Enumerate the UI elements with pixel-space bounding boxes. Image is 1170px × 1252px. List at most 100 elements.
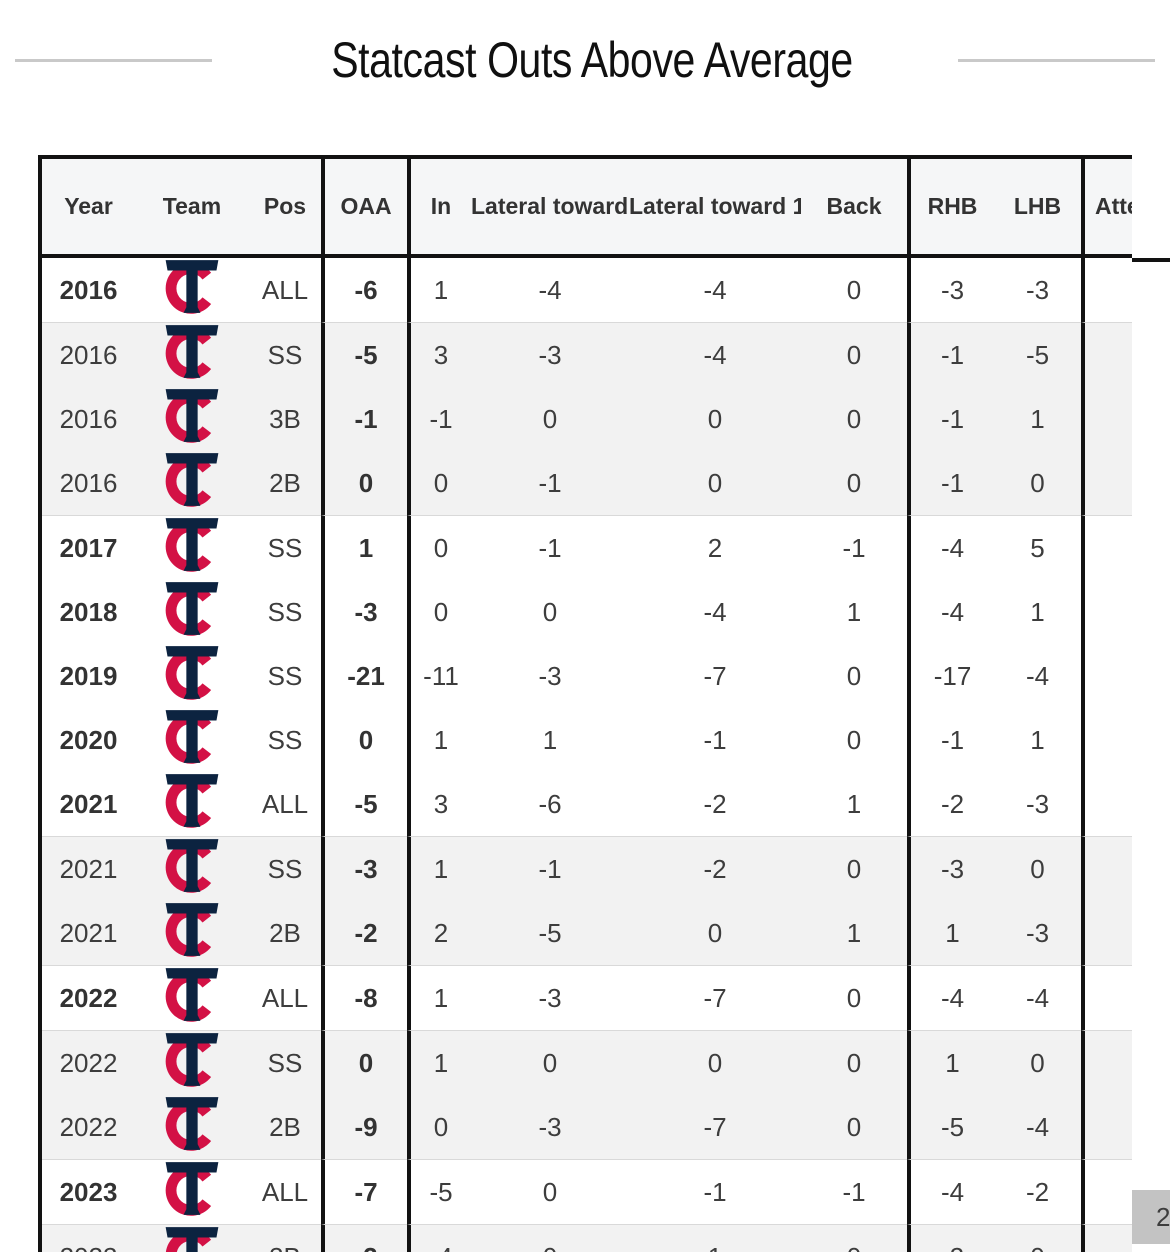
cell-rhb: -17 — [907, 644, 994, 708]
table-row: 2022 SS 0 1 0 0 0 1 0 — [42, 1030, 1132, 1095]
cell-lhb: 5 — [994, 515, 1081, 580]
cell-oaa: 0 — [321, 451, 407, 515]
table-row: 2018 SS -3 0 0 -4 1 -4 1 — [42, 580, 1132, 644]
oaa-table-clip: Year Team Pos OAA In Lateral toward 3B L… — [38, 155, 1132, 1252]
cell-oaa: -8 — [321, 965, 407, 1030]
cell-in: 0 — [407, 451, 471, 515]
cell-year: 2016 — [42, 322, 135, 387]
cell-lat1b: -7 — [629, 644, 801, 708]
cell-oaa: -5 — [321, 772, 407, 836]
cell-team — [135, 1095, 249, 1159]
oaa-table: Year Team Pos OAA In Lateral toward 3B L… — [38, 155, 1132, 1252]
cell-lat1b: -1 — [629, 1159, 801, 1224]
table-row: 2016 3B -1 -1 0 0 0 -1 1 — [42, 387, 1132, 451]
cell-att — [1081, 451, 1132, 515]
cell-lat3b: -3 — [471, 1095, 629, 1159]
col-header-lhb: LHB — [994, 159, 1081, 258]
cell-oaa: -3 — [321, 580, 407, 644]
cell-team — [135, 1030, 249, 1095]
cell-lhb: 0 — [994, 1224, 1081, 1252]
cell-year: 2020 — [42, 708, 135, 772]
twins-logo-icon — [135, 772, 249, 829]
cell-team — [135, 965, 249, 1030]
cell-lat1b: 1 — [629, 1224, 801, 1252]
cell-year: 2022 — [42, 1095, 135, 1159]
cell-back: 0 — [801, 1224, 907, 1252]
cell-year: 2023 — [42, 1159, 135, 1224]
col-header-in: In — [407, 159, 471, 258]
cell-lat3b: -4 — [471, 258, 629, 322]
cell-pos: SS — [249, 644, 321, 708]
cell-lhb: 0 — [994, 836, 1081, 901]
cell-in: -1 — [407, 387, 471, 451]
page-title: Statcast Outs Above Average — [274, 31, 910, 89]
twins-logo-icon — [135, 1160, 249, 1217]
cell-oaa: 0 — [321, 708, 407, 772]
page-title-text: Statcast Outs Above Average — [331, 32, 853, 88]
cell-oaa: -6 — [321, 258, 407, 322]
twins-logo-icon — [135, 258, 249, 315]
cell-rhb: -1 — [907, 708, 994, 772]
cell-lat3b: 0 — [471, 580, 629, 644]
col-header-year: Year — [42, 159, 135, 258]
twins-logo-icon — [135, 708, 249, 765]
cell-pos: SS — [249, 515, 321, 580]
cell-year: 2016 — [42, 387, 135, 451]
cell-att — [1081, 1030, 1132, 1095]
cell-rhb: -4 — [907, 515, 994, 580]
cell-lhb: -2 — [994, 1159, 1081, 1224]
cell-att — [1081, 772, 1132, 836]
twins-logo-icon — [135, 451, 249, 508]
col-header-team: Team — [135, 159, 249, 258]
cell-oaa: -1 — [321, 387, 407, 451]
cell-back: 0 — [801, 965, 907, 1030]
career-attempts-partial: 2 — [1156, 1202, 1170, 1233]
cell-team — [135, 708, 249, 772]
cell-back: -1 — [801, 1159, 907, 1224]
cell-lhb: 0 — [994, 1030, 1081, 1095]
cell-att — [1081, 644, 1132, 708]
cell-lat1b: -1 — [629, 708, 801, 772]
cell-in: 0 — [407, 580, 471, 644]
header-border-extension — [1132, 258, 1170, 262]
cell-team — [135, 580, 249, 644]
cell-lat3b: -3 — [471, 322, 629, 387]
cell-in: 1 — [407, 836, 471, 901]
cell-rhb: -1 — [907, 387, 994, 451]
cell-att — [1081, 836, 1132, 901]
cell-lat1b: -7 — [629, 1095, 801, 1159]
cell-back: 1 — [801, 772, 907, 836]
cell-pos: SS — [249, 322, 321, 387]
cell-year: 2023 — [42, 1224, 135, 1252]
oaa-table-zone: Year Team Pos OAA In Lateral toward 3B L… — [0, 155, 1170, 1252]
cell-team — [135, 1224, 249, 1252]
cell-back: 1 — [801, 580, 907, 644]
cell-rhb: 1 — [907, 901, 994, 965]
twins-logo-icon — [135, 644, 249, 701]
cell-att — [1081, 1095, 1132, 1159]
cell-lhb: -3 — [994, 901, 1081, 965]
cell-oaa: 0 — [321, 1030, 407, 1095]
cell-in: 1 — [407, 708, 471, 772]
cell-in: -4 — [407, 1224, 471, 1252]
cell-in: 3 — [407, 322, 471, 387]
cell-att — [1081, 387, 1132, 451]
cell-back: 0 — [801, 451, 907, 515]
cell-pos: 2B — [249, 1095, 321, 1159]
table-row: 2021 2B -2 2 -5 0 1 1 -3 — [42, 901, 1132, 965]
table-row: 2021 ALL -5 3 -6 -2 1 -2 -3 — [42, 772, 1132, 836]
cell-oaa: -2 — [321, 1224, 407, 1252]
cell-lat3b: -1 — [471, 515, 629, 580]
table-row: 2019 SS -21 -11 -3 -7 0 -17 -4 — [42, 644, 1132, 708]
cell-rhb: -4 — [907, 580, 994, 644]
cell-back: 0 — [801, 836, 907, 901]
table-row: 2022 ALL -8 1 -3 -7 0 -4 -4 — [42, 965, 1132, 1030]
twins-logo-icon — [135, 580, 249, 637]
cell-team — [135, 387, 249, 451]
cell-back: 0 — [801, 1095, 907, 1159]
cell-in: 2 — [407, 901, 471, 965]
cell-in: 0 — [407, 1095, 471, 1159]
cell-in: 1 — [407, 965, 471, 1030]
cell-lat3b: 0 — [471, 1159, 629, 1224]
